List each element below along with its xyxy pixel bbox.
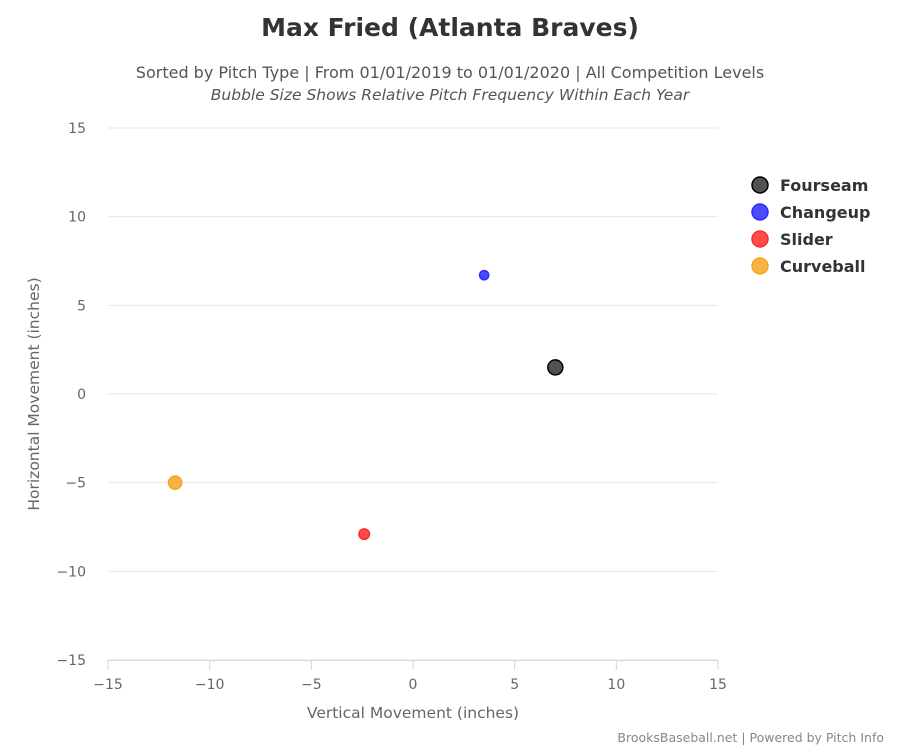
grid-lines — [108, 127, 718, 661]
legend-marker-slider — [751, 230, 769, 248]
x-tick-label: 10 — [607, 677, 625, 693]
credits: BrooksBaseball.net | Powered by Pitch In… — [617, 730, 884, 745]
x-tick-label: 15 — [709, 677, 727, 693]
y-axis-title: Horizontal Movement (inches) — [25, 277, 43, 510]
y-tick-label: 10 — [68, 210, 86, 226]
x-axis: −15 −10 −5 0 5 10 15 — [93, 660, 727, 693]
x-tick-label: −5 — [301, 677, 322, 693]
legend-marker-curveball — [751, 257, 769, 275]
point-curveball[interactable] — [167, 475, 183, 491]
chart-subtitle: Sorted by Pitch Type | From 01/01/2019 t… — [136, 63, 764, 82]
legend-label-slider[interactable]: Slider — [780, 230, 833, 249]
x-tick-label: 0 — [409, 677, 418, 693]
x-tick-label: −15 — [93, 677, 123, 693]
chart-subtitle-italic: Bubble Size Shows Relative Pitch Frequen… — [211, 86, 691, 104]
point-changeup[interactable] — [478, 269, 490, 281]
y-tick-label: −15 — [56, 653, 86, 669]
data-points — [167, 269, 564, 541]
y-tick-label: 15 — [68, 121, 86, 137]
y-tick-label: −10 — [56, 564, 86, 580]
legend-label-fourseam[interactable]: Fourseam — [780, 176, 868, 195]
legend-label-changeup[interactable]: Changeup — [780, 203, 870, 222]
x-tick-label: 5 — [510, 677, 519, 693]
chart-title: Max Fried (Atlanta Braves) — [261, 13, 639, 42]
y-tick-label: −5 — [65, 476, 86, 492]
legend-label-curveball[interactable]: Curveball — [780, 257, 866, 276]
legend: Fourseam Changeup Slider Curveball — [751, 176, 870, 276]
point-fourseam[interactable] — [547, 359, 564, 376]
x-tick-label: −10 — [195, 677, 225, 693]
legend-marker-fourseam — [751, 176, 769, 194]
y-axis-ticks: −15 −10 −5 0 5 10 15 — [56, 121, 86, 669]
legend-marker-changeup — [751, 203, 769, 221]
point-slider[interactable] — [358, 528, 371, 541]
y-tick-label: 5 — [77, 298, 86, 314]
x-axis-title: Vertical Movement (inches) — [307, 704, 519, 722]
y-tick-label: 0 — [77, 387, 86, 403]
